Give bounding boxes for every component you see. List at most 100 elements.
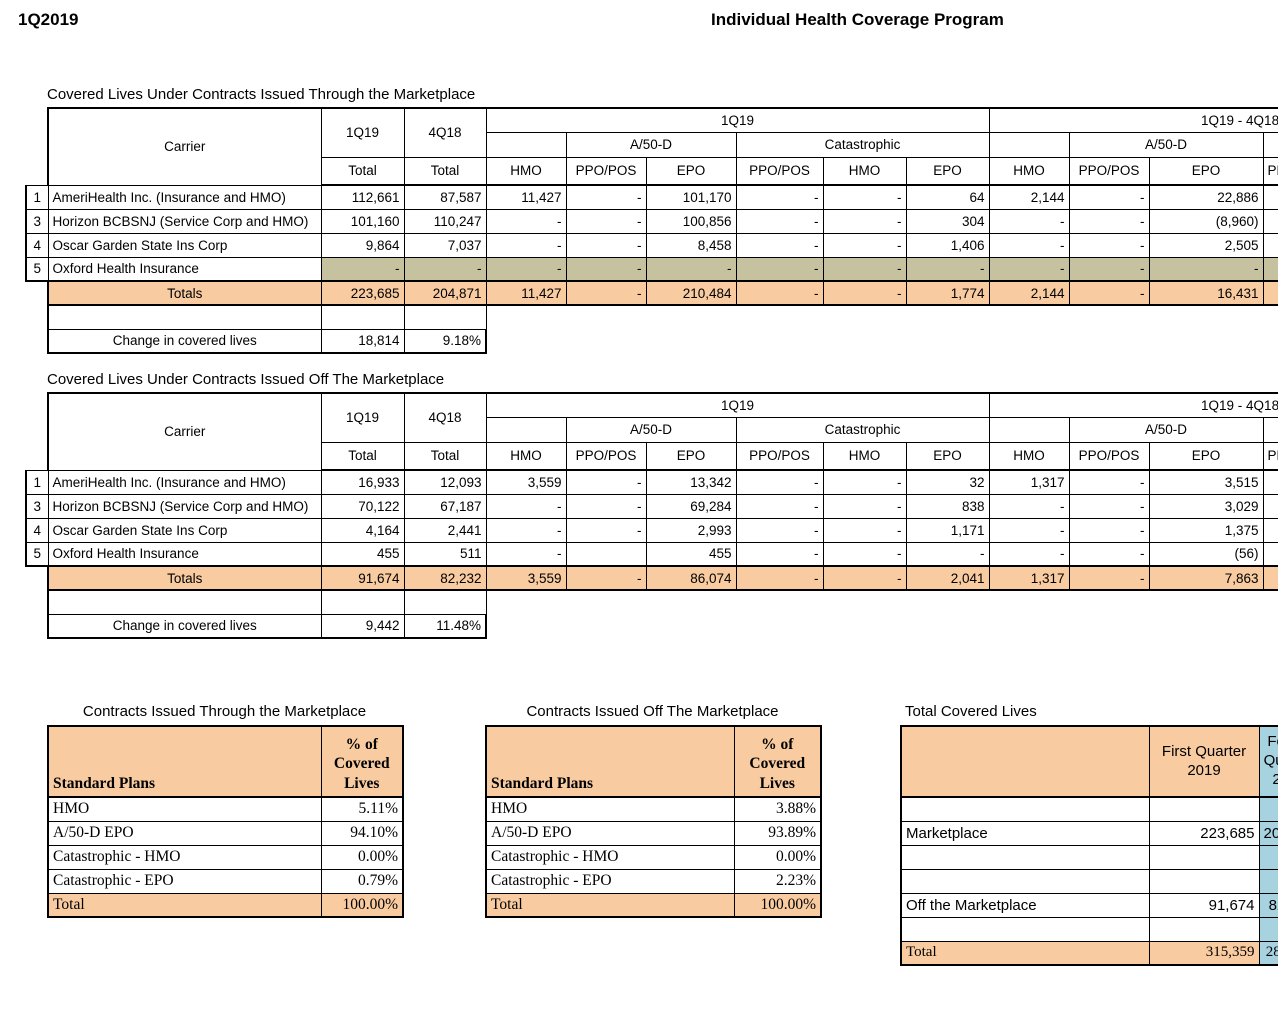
value-cell: 16,431 (1148, 280, 1264, 306)
table-title: Covered Lives Under Contracts Issued Off… (47, 371, 445, 388)
change-label: Change in covered lives (47, 613, 322, 639)
gutter-blank (26, 417, 48, 442)
header-fourth-quarter: Fourth Quarter 2018 (1258, 725, 1278, 798)
value-cell: 86,074 (645, 565, 737, 591)
table-row: 1 AmeriHealth Inc. (Insurance and HMO) 1… (25, 184, 1278, 210)
change-row: Change in covered lives 18,814 9.18% (26, 328, 1278, 354)
header-ppo-pos: PPO/POS (565, 156, 647, 186)
table-row: Marketplace 223,685 204,871 (900, 820, 1278, 846)
value-cell: - (565, 469, 647, 495)
plan-pct: 94.10% (320, 820, 404, 846)
table-row: 1 AmeriHealth Inc. (Insurance and HMO) 1… (25, 469, 1278, 495)
totals-q1-value: 315,359 (1148, 940, 1260, 966)
header-total: Total (403, 441, 487, 471)
header-ppo-pos: PPO/POS (565, 441, 647, 471)
value-cell: - (988, 541, 1070, 567)
gutter-blank (26, 590, 48, 614)
table-row: A/50-D EPO 93.89% (485, 820, 822, 846)
header-epo: EPO (645, 156, 737, 186)
value-cell: - (988, 493, 1070, 519)
spacer-row (26, 305, 1278, 329)
value-cell: - (1068, 232, 1150, 258)
header-standard-plans: Standard Plans (485, 725, 735, 798)
blank-cell (320, 305, 405, 329)
value-cell (1262, 208, 1278, 234)
table-row: Off the Marketplace 91,674 82,232 (900, 892, 1278, 918)
value-cell: 2,441 (403, 517, 487, 543)
pct-off-marketplace-table: Standard Plans % of Covered Lives HMO 3.… (485, 725, 822, 918)
header-epo: EPO (905, 156, 990, 186)
header-catastrophic: Catastrophic (735, 131, 990, 158)
header-blank (485, 131, 567, 158)
filler (486, 590, 1278, 614)
value-cell: 9,864 (320, 232, 405, 258)
value-cell: 3,515 (1148, 469, 1264, 495)
marketplace-table: Carrier 1Q19 4Q18 1Q19 1Q19 - 4Q18 A/50-… (25, 107, 1278, 354)
header-carrier: Carrier (47, 107, 322, 186)
header-catastrophic: Catastrophic (735, 416, 990, 443)
header-pct-covered-lives: % of Covered Lives (733, 725, 822, 798)
carrier-name: Oscar Garden State Ins Corp (47, 517, 322, 543)
blank-cell (900, 844, 1150, 870)
header-blank (485, 416, 567, 443)
plan-pct: 0.79% (320, 868, 404, 894)
blank-cell (403, 305, 487, 329)
totals-value: 100.00% (733, 892, 822, 918)
value-cell: - (822, 208, 907, 234)
value-cell (1262, 565, 1278, 591)
value-cell: - (565, 517, 647, 543)
value-cell: 12,093 (403, 469, 487, 495)
value-cell: - (485, 493, 567, 519)
value-cell: 2,505 (1148, 232, 1264, 258)
value-cell: 1,774 (905, 280, 990, 306)
plan-label: HMO (485, 796, 735, 822)
value-cell: 1,317 (988, 469, 1070, 495)
value-cell: - (645, 256, 737, 282)
value-cell: - (988, 517, 1070, 543)
blank-cell (403, 590, 487, 614)
value-cell: 304 (905, 208, 990, 234)
plan-pct: 0.00% (320, 844, 404, 870)
value-cell: - (822, 184, 907, 210)
value-cell: - (403, 256, 487, 282)
value-cell: - (735, 469, 824, 495)
carrier-name: Oxford Health Insurance (47, 256, 322, 282)
totals-row: Total 100.00% (485, 892, 822, 918)
header-standard-plans: Standard Plans (47, 725, 322, 798)
totals-label: Totals (47, 280, 322, 306)
carrier-name: Horizon BCBSNJ (Service Corp and HMO) (47, 493, 322, 519)
value-cell: 64 (905, 184, 990, 210)
segment-label: Off the Marketplace (900, 892, 1150, 918)
header-carrier: Carrier (47, 392, 322, 471)
plan-pct: 2.23% (733, 868, 822, 894)
totals-label: Total (485, 892, 735, 918)
totals-q4-value: 287,103 (1258, 940, 1278, 966)
row-number: 5 (25, 541, 49, 567)
value-cell: - (565, 280, 647, 306)
carrier-name: Oxford Health Insurance (47, 541, 322, 567)
row-number: 4 (25, 517, 49, 543)
header-1q19-col: 1Q19 (320, 392, 405, 443)
spacer-row (900, 844, 1278, 870)
value-cell: - (822, 565, 907, 591)
value-cell: 101,160 (320, 208, 405, 234)
value-cell: - (1068, 541, 1150, 567)
value-cell: - (1148, 256, 1264, 282)
value-cell: - (735, 493, 824, 519)
value-cell: 210,484 (645, 280, 737, 306)
value-cell: 1,375 (1148, 517, 1264, 543)
gutter-blank (26, 281, 48, 305)
header-hmo: HMO (988, 441, 1070, 471)
off-marketplace-table: Carrier 1Q19 4Q18 1Q19 1Q19 - 4Q18 A/50-… (25, 392, 1278, 639)
value-cell: - (905, 541, 990, 567)
value-cell: - (822, 493, 907, 519)
plan-pct: 3.88% (733, 796, 822, 822)
value-cell (1262, 541, 1278, 567)
value-cell: - (822, 517, 907, 543)
blank-cell (1258, 916, 1278, 942)
marketplace-section: Covered Lives Under Contracts Issued Thr… (25, 86, 1278, 354)
table-row: HMO 5.11% (47, 796, 404, 822)
header-ppo-pos: PPO/POS (735, 156, 824, 186)
value-cell: - (822, 280, 907, 306)
value-cell: 67,187 (403, 493, 487, 519)
